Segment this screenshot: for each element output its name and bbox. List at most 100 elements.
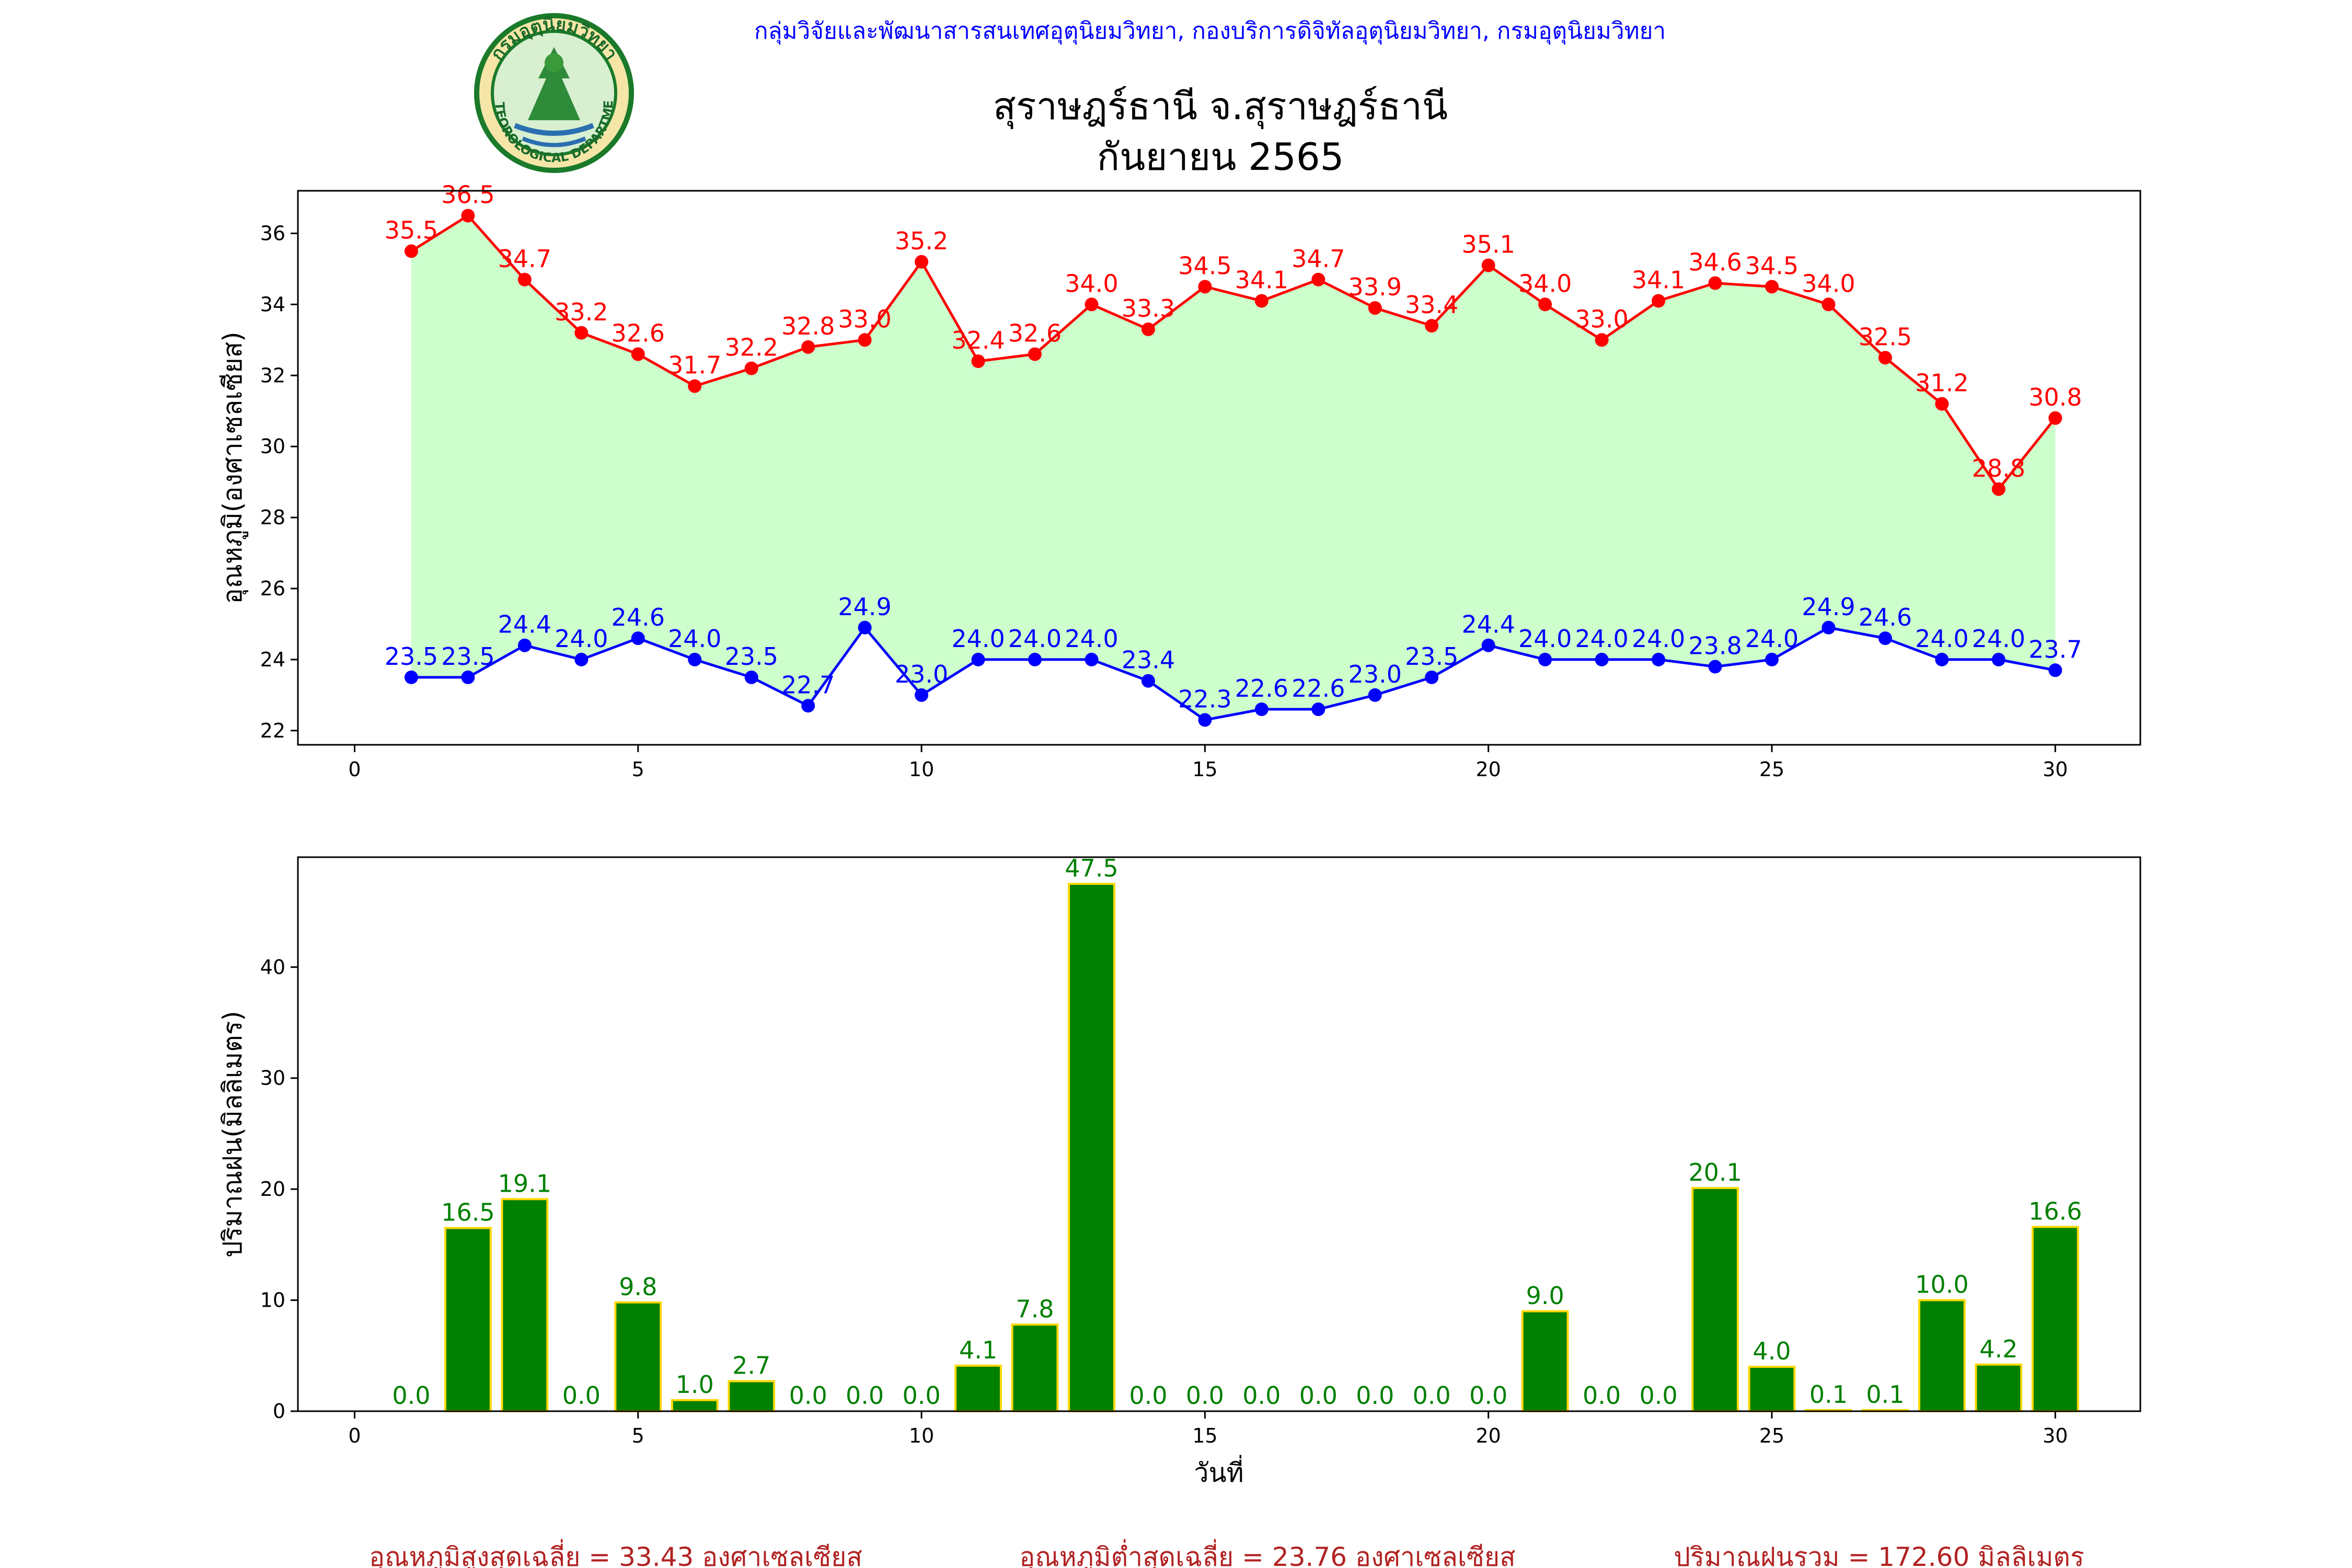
rainfall-bar xyxy=(1011,1323,1059,1412)
min-temperature-point xyxy=(858,620,872,635)
temperature-y-tick-label: 34 xyxy=(260,293,285,316)
temperature-lines xyxy=(410,214,2057,722)
max-temperature-label: 34.7 xyxy=(498,245,551,273)
rainfall-bar xyxy=(1691,1187,1739,1413)
rainfall-bar xyxy=(954,1364,1002,1412)
chart-title-station: สุราษฎร์ธานี จ.สุราษฎร์ธานี xyxy=(993,84,1448,129)
rainfall-label: 16.6 xyxy=(2028,1197,2082,1225)
agency-text: กลุ่มวิจัยและพัฒนาสารสนเทศอุตุนิยมวิทยา,… xyxy=(754,18,1666,45)
max-temperature-point xyxy=(1481,258,1495,272)
min-temperature-label: 23.0 xyxy=(895,660,948,688)
rainfall-bar xyxy=(444,1227,492,1413)
chart-title-month: กันยายน 2565 xyxy=(1097,135,1344,179)
max-temperature-point xyxy=(915,255,929,269)
min-temperature-label: 24.0 xyxy=(1915,625,1968,653)
min-temperature-point xyxy=(1935,652,1949,666)
min-temperature-label: 22.7 xyxy=(781,671,835,699)
rainfall-y-axis: 0 10 20 30 40 xyxy=(260,955,298,1423)
max-temperature-point xyxy=(1254,294,1269,308)
temperature-y-tick-label: 26 xyxy=(260,577,285,600)
min-temperature-label: 24.0 xyxy=(951,625,1005,653)
min-temperature-point xyxy=(2048,663,2062,677)
min-temperature-point xyxy=(1311,702,1325,717)
min-temperature-point xyxy=(1538,652,1552,666)
min-temperature-point xyxy=(1708,660,1722,674)
max-temperature-line xyxy=(410,214,2057,492)
max-temperature-point xyxy=(1765,280,1779,294)
min-temperature-point xyxy=(971,652,985,666)
max-temperature-label: 34.6 xyxy=(1688,248,1742,276)
total-rainfall: ปริมาณฝนรวม = 172.60 มิลลิเมตร xyxy=(1674,1542,2084,1568)
min-temperature-label: 24.0 xyxy=(1745,625,1798,653)
min-temperature-point xyxy=(801,699,815,713)
rainfall-bar xyxy=(728,1380,776,1412)
min-temperature-point xyxy=(631,631,645,645)
max-temperature-point xyxy=(1821,297,1836,312)
max-temperature-point xyxy=(1028,347,1042,361)
min-temperature-label: 23.7 xyxy=(2028,635,2082,663)
max-temperature-label: 32.2 xyxy=(724,333,778,362)
max-temperature-point xyxy=(1538,297,1552,312)
rainfall-bars xyxy=(444,882,2079,1413)
rainfall-bar xyxy=(1068,882,1115,1412)
rainfall-label: 20.1 xyxy=(1688,1158,1742,1186)
max-temperature-label: 33.2 xyxy=(555,298,608,326)
min-temperature-label: 23.5 xyxy=(385,642,438,671)
rainfall-x-tick-label: 25 xyxy=(1759,1424,1784,1447)
min-temperature-label: 23.8 xyxy=(1688,632,1742,660)
rainfall-label: 0.1 xyxy=(1866,1380,1904,1409)
rainfall-bar xyxy=(1521,1310,1569,1412)
min-temperature-point xyxy=(404,670,418,684)
rainfall-label: 10.0 xyxy=(1915,1271,1968,1299)
max-temperature-point xyxy=(1141,322,1155,336)
min-temperature-label: 24.6 xyxy=(612,603,665,631)
min-temperature-label: 22.6 xyxy=(1235,674,1288,702)
max-temperature-point xyxy=(858,333,872,347)
max-temperature-label: 33.3 xyxy=(1122,294,1175,322)
min-temperature-point xyxy=(461,670,475,684)
min-temperature-label: 24.0 xyxy=(1008,625,1062,653)
min-temperature-point xyxy=(1425,670,1439,684)
max-temperature-label: 32.5 xyxy=(1859,322,1912,351)
rainfall-plot-frame xyxy=(297,856,2141,1412)
temperature-range-area xyxy=(411,215,2056,720)
rainfall-label: 0.0 xyxy=(1129,1381,1167,1410)
rainfall-label: 0.0 xyxy=(1639,1381,1677,1410)
rainfall-x-tick-label: 10 xyxy=(909,1424,934,1447)
min-temperature-point xyxy=(744,670,758,684)
rainfall-label: 4.0 xyxy=(1753,1337,1791,1365)
max-temperature-point xyxy=(801,340,815,354)
rainfall-label: 9.8 xyxy=(619,1273,657,1301)
rainfall-label: 7.8 xyxy=(1016,1295,1054,1323)
min-temperature-label: 23.5 xyxy=(1405,642,1458,671)
rainfall-label: 9.0 xyxy=(1526,1282,1564,1310)
min-temperature-point xyxy=(1652,652,1666,666)
max-temperature-label: 34.7 xyxy=(1292,245,1345,273)
min-temperature-label: 23.4 xyxy=(1122,646,1175,674)
max-temperature-label: 34.5 xyxy=(1745,251,1798,280)
rainfall-label: 0.0 xyxy=(902,1381,940,1410)
rainfall-label: 0.0 xyxy=(846,1381,884,1410)
max-temperature-label: 32.4 xyxy=(951,326,1005,354)
average-max-temperature: อุณหภูมิสูงสุดเฉลี่ย = 33.43 องศาเซลเซีย… xyxy=(369,1539,862,1568)
min-temperature-point xyxy=(1765,652,1779,666)
temperature-x-axis: 0 5 10 15 20 25 30 xyxy=(348,745,2068,781)
min-temperature-point xyxy=(1141,674,1155,688)
min-temperature-label: 24.9 xyxy=(1802,593,1855,621)
max-temperature-label: 30.8 xyxy=(2028,383,2082,411)
rainfall-data-labels: 0.0 16.519.1 0.0 9.8 1.0 2.7 0.0 0.0 0.0 4.1 7.8 47… xyxy=(392,854,2082,1410)
rainfall-label: 0.0 xyxy=(1469,1381,1507,1410)
rainfall-bar xyxy=(2031,1226,2079,1412)
rainfall-x-axis-label: วันที่ xyxy=(1194,1455,1243,1488)
min-temperature-point xyxy=(1368,688,1382,702)
max-temperature-point xyxy=(1425,319,1439,333)
min-temperature-point xyxy=(1991,652,2005,666)
rainfall-label: 0.0 xyxy=(562,1381,601,1410)
max-temperature-point xyxy=(1991,482,2005,496)
max-temperature-label: 34.5 xyxy=(1178,251,1231,280)
rainfall-label: 1.0 xyxy=(676,1370,714,1399)
rainfall-label: 0.0 xyxy=(1186,1381,1224,1410)
min-temperature-label: 24.0 xyxy=(668,625,721,653)
max-temperature-point xyxy=(574,326,589,340)
rainfall-bar xyxy=(1975,1363,2023,1412)
